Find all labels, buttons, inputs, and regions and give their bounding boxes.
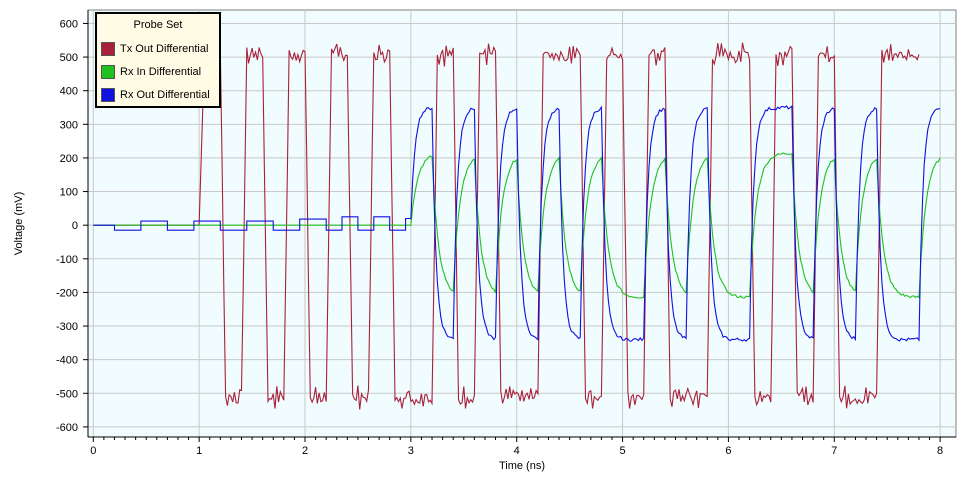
series-line-tx-out xyxy=(93,42,920,410)
x-tick-label: 5 xyxy=(619,445,625,457)
legend-item-rx-in: Rx In Differential xyxy=(97,60,219,83)
y-tick-label: -600 xyxy=(56,422,78,434)
y-tick-label: -200 xyxy=(56,287,78,299)
legend-swatch-rx-out xyxy=(101,87,115,102)
legend-swatch-tx-out xyxy=(101,41,115,56)
x-tick-label: 6 xyxy=(725,445,731,457)
legend-swatch-rx-in xyxy=(101,64,115,79)
x-tick-label: 1 xyxy=(196,445,202,457)
y-tick-label: 600 xyxy=(60,18,78,30)
legend: Probe Set Tx Out Differential Rx In Diff… xyxy=(95,12,221,108)
x-tick-label: 7 xyxy=(831,445,837,457)
legend-title: Probe Set xyxy=(133,19,183,31)
x-tick-label: 0 xyxy=(90,445,96,457)
legend-label-rx-in: Rx In Differential xyxy=(120,65,202,78)
y-axis-title: Voltage (mV) xyxy=(13,192,25,256)
x-tick-label: 2 xyxy=(302,445,308,457)
y-tick-label: -100 xyxy=(56,254,78,266)
y-tick-label: -300 xyxy=(56,321,78,333)
series-line-rx-out xyxy=(93,105,941,342)
y-tick-label: -400 xyxy=(56,355,78,367)
x-tick-label: 4 xyxy=(514,445,520,457)
y-tick-label: 400 xyxy=(60,86,78,98)
series-lines xyxy=(93,42,941,410)
gridlines xyxy=(88,10,956,437)
x-tick-label: 3 xyxy=(408,445,414,457)
y-tick-label: 500 xyxy=(60,52,78,64)
plot-area xyxy=(87,9,957,438)
legend-item-tx-out: Tx Out Differential xyxy=(97,37,219,60)
y-tick-label: -500 xyxy=(56,388,78,400)
x-axis-title: Time (ns) xyxy=(499,460,545,472)
y-tick-label: 200 xyxy=(60,153,78,165)
legend-label-tx-out: Tx Out Differential xyxy=(120,42,209,55)
y-tick-label: 100 xyxy=(60,187,78,199)
legend-label-rx-out: Rx Out Differential xyxy=(120,88,210,101)
y-tick-label: 300 xyxy=(60,119,78,131)
y-tick-label: 0 xyxy=(72,220,78,232)
legend-item-rx-out: Rx Out Differential xyxy=(97,83,219,106)
x-tick-label: 8 xyxy=(937,445,943,457)
axes: 0 1 2 3 4 5 6 7 8 -600 -500 -400 -300 -200 -100 0 100 200… xyxy=(56,10,956,457)
